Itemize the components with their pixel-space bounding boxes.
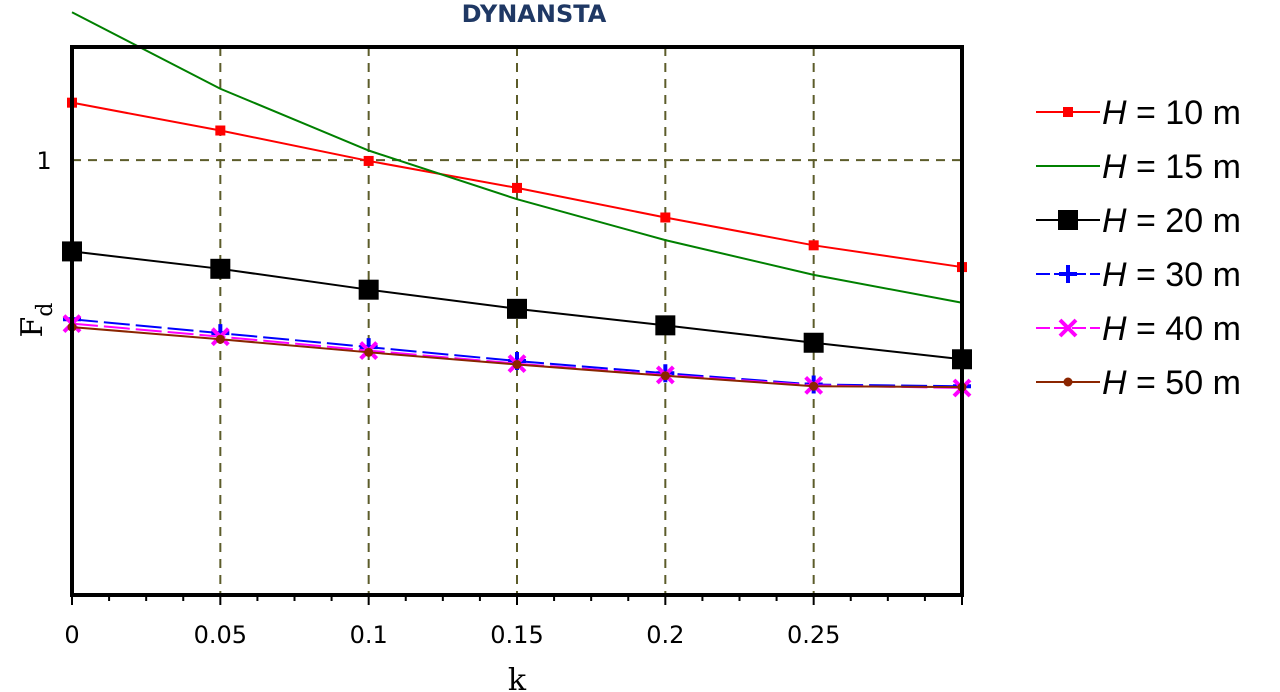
legend-label-rest: = 30 m [1127, 256, 1241, 294]
x-tick-label: 0 [64, 621, 79, 649]
legend-swatch-marker [1058, 318, 1078, 338]
legend-swatch-marker [1058, 210, 1078, 230]
legend-label-var: H [1102, 364, 1127, 402]
data-point [803, 332, 824, 353]
legend-item: H = 40 m [1036, 310, 1241, 348]
y-tick-labels: 1 [36, 147, 51, 175]
legend-label-var: H [1102, 310, 1127, 348]
x-tick-label: 0.2 [646, 621, 684, 649]
x-tick-label: 0.15 [490, 621, 543, 649]
legend-label-rest: = 10 m [1127, 94, 1241, 132]
x-tick-label: 0.05 [194, 621, 247, 649]
legend-label-var: H [1102, 256, 1127, 294]
legend-item: H = 30 m [1036, 256, 1241, 294]
chart-title: DYNANSTA [462, 0, 607, 28]
legend-label: H = 15 m [1102, 148, 1241, 186]
series-5 [67, 322, 967, 392]
y-axis-label-group: Fd [15, 303, 58, 338]
legend-item: H = 20 m [1036, 202, 1241, 240]
grid [72, 47, 962, 595]
legend-label: H = 30 m [1102, 256, 1241, 294]
data-point [363, 155, 374, 166]
y-axis-label: Fd [15, 303, 58, 338]
data-point [215, 125, 226, 136]
legend-label-var: H [1102, 148, 1127, 186]
data-point [215, 334, 225, 344]
data-point [808, 240, 819, 251]
y-axis-label-sub: d [33, 303, 58, 317]
data-point [210, 258, 231, 279]
data-point [364, 347, 374, 357]
data-point [512, 359, 522, 369]
y-axis-label-main: F [15, 317, 50, 338]
legend-label-rest: = 50 m [1127, 364, 1241, 402]
legend-item: H = 10 m [1036, 94, 1241, 132]
legend-label: H = 40 m [1102, 310, 1241, 348]
legend-label-rest: = 20 m [1127, 202, 1241, 240]
legend-label: H = 10 m [1102, 94, 1241, 132]
legend-label-rest: = 15 m [1127, 148, 1241, 186]
legend-item: H = 50 m [1036, 364, 1241, 402]
x-tick-label: 0.1 [350, 621, 388, 649]
legend-label: H = 50 m [1102, 364, 1241, 402]
data-point [655, 315, 676, 336]
legend-swatch-marker [1059, 265, 1077, 283]
y-tick-label: 1 [36, 147, 51, 175]
minor-ticks [71, 595, 963, 605]
legend-swatch-marker [1063, 107, 1073, 117]
data-point [660, 212, 671, 223]
series-line [71, 11, 963, 304]
legend-label-rest: = 40 m [1127, 310, 1241, 348]
data-point [660, 371, 670, 381]
x-axis-label: k [508, 663, 527, 692]
legend-label-var: H [1102, 94, 1127, 132]
data-point [507, 298, 527, 319]
data-point [358, 279, 379, 300]
x-tick-label: 0.25 [787, 621, 840, 649]
legend-label-var: H [1102, 202, 1127, 240]
legend: H = 10 mH = 15 mH = 20 mH = 30 mH = 40 m… [1036, 94, 1241, 402]
data-point [809, 381, 819, 391]
legend-label: H = 20 m [1102, 202, 1241, 240]
series-2 [62, 241, 972, 370]
x-tick-labels: 0 0.05 0.1 0.15 0.2 0.25 [64, 621, 840, 649]
legend-item: H = 15 m [1036, 148, 1241, 186]
series-1 [71, 11, 963, 304]
data-point [512, 182, 522, 193]
legend-swatch-marker [1063, 377, 1073, 387]
